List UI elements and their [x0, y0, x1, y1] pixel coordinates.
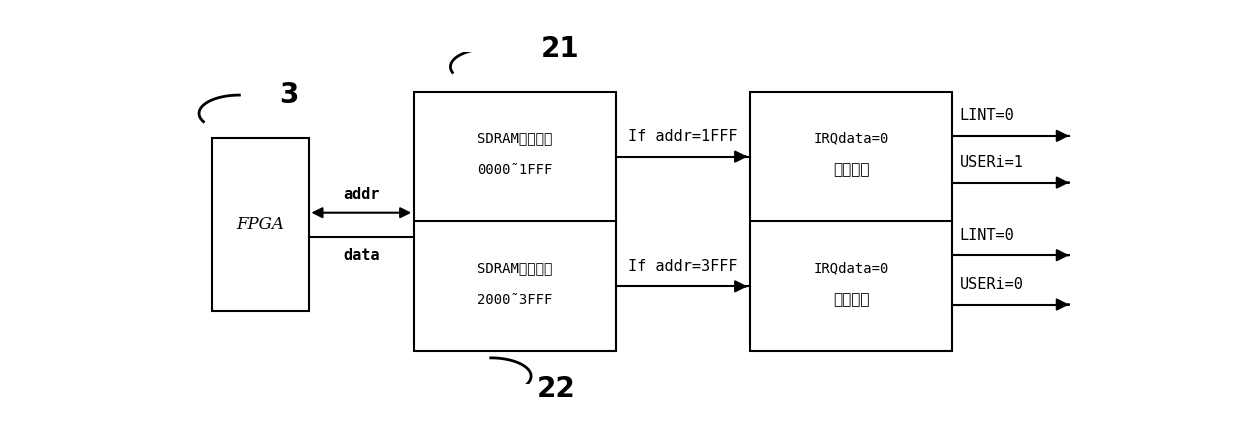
Text: 3: 3 [280, 81, 299, 109]
Text: 申请中断: 申请中断 [833, 162, 870, 178]
Text: 22: 22 [536, 375, 576, 403]
Text: If addr=3FFF: If addr=3FFF [628, 259, 737, 274]
Text: IRQdata=0: IRQdata=0 [813, 261, 888, 275]
Bar [213, 138, 309, 311]
Text: SDRAM第一空间: SDRAM第一空间 [477, 131, 553, 145]
Text: 2000˜3FFF: 2000˜3FFF [477, 292, 553, 307]
Text: USERi=1: USERi=1 [959, 155, 1023, 170]
Text: If addr=1FFF: If addr=1FFF [628, 129, 737, 144]
Text: data: data [343, 248, 379, 263]
Text: 21: 21 [541, 35, 580, 63]
Text: IRQdata=0: IRQdata=0 [813, 131, 888, 145]
Bar [751, 92, 952, 351]
Text: addr: addr [343, 187, 379, 202]
Text: 0000˜1FFF: 0000˜1FFF [477, 163, 553, 177]
Text: 申请中断: 申请中断 [833, 292, 870, 307]
Text: SDRAM第二空间: SDRAM第二空间 [477, 261, 553, 275]
Text: LINT=0: LINT=0 [959, 228, 1015, 243]
Text: FPGA: FPGA [237, 216, 285, 233]
Bar [414, 92, 616, 351]
Text: USERi=0: USERi=0 [959, 277, 1023, 292]
Text: LINT=0: LINT=0 [959, 108, 1015, 124]
